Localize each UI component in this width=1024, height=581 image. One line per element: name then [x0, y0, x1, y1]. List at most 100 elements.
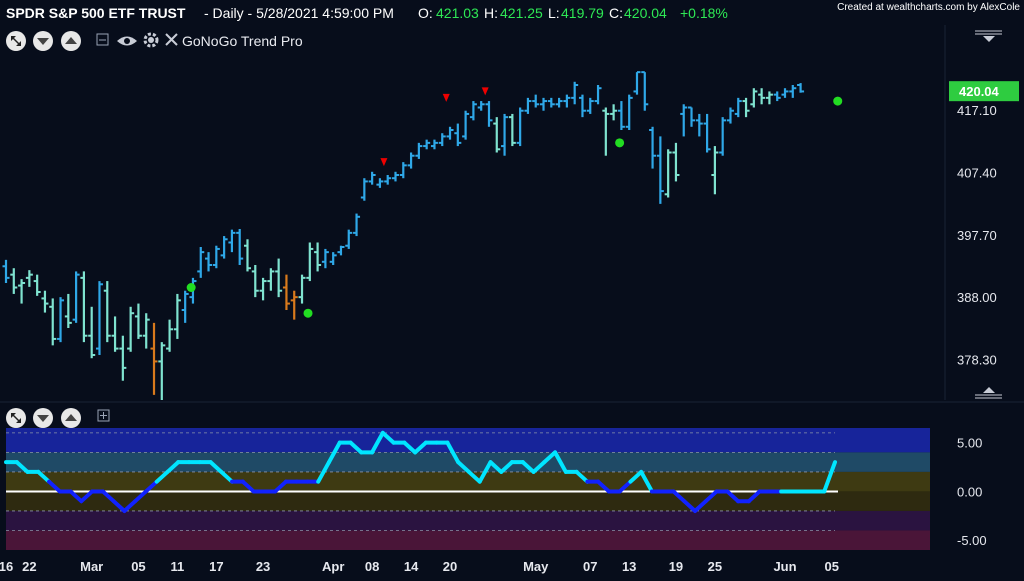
price-bar[interactable]	[259, 277, 267, 301]
price-bar[interactable]	[540, 97, 548, 111]
price-bar[interactable]	[243, 239, 251, 272]
price-bar[interactable]	[734, 97, 742, 118]
price-bar[interactable]	[166, 319, 174, 352]
price-bar[interactable]	[127, 306, 135, 352]
price-bar[interactable]	[438, 133, 446, 147]
close-icon[interactable]	[165, 33, 178, 46]
price-bar[interactable]	[430, 139, 438, 150]
oscillator-chevron-down-icon[interactable]	[33, 408, 53, 428]
price-bar[interactable]	[758, 88, 766, 105]
gear-icon[interactable]	[143, 32, 159, 48]
price-bar[interactable]	[578, 94, 586, 118]
price-bar[interactable]	[298, 274, 306, 304]
price-bar[interactable]	[72, 271, 80, 323]
price-bar[interactable]	[80, 271, 88, 343]
price-bar[interactable]	[765, 91, 773, 105]
price-bar[interactable]	[423, 139, 431, 150]
price-bar[interactable]	[594, 85, 602, 105]
price-bar[interactable]	[664, 149, 672, 198]
price-bar[interactable]	[64, 293, 72, 328]
price-bar[interactable]	[220, 236, 228, 259]
oscillator-chart[interactable]	[4, 428, 930, 550]
price-bar[interactable]	[563, 94, 571, 108]
price-bar[interactable]	[150, 322, 158, 395]
price-bar[interactable]	[781, 88, 789, 98]
price-bar[interactable]	[493, 117, 501, 153]
price-bar[interactable]	[236, 229, 244, 265]
price-bar[interactable]	[602, 107, 610, 156]
price-bar[interactable]	[337, 245, 345, 256]
oscillator-add-icon[interactable]	[97, 409, 110, 422]
price-bar[interactable]	[726, 107, 734, 124]
price-bar[interactable]	[797, 83, 805, 93]
oscillator-chevron-up-icon[interactable]	[61, 408, 81, 428]
price-bar[interactable]	[742, 97, 750, 118]
price-bar[interactable]	[617, 101, 625, 130]
price-bar[interactable]	[18, 279, 26, 304]
price-bar[interactable]	[10, 268, 18, 294]
price-bar[interactable]	[571, 81, 579, 105]
price-bar[interactable]	[555, 97, 563, 108]
price-bar[interactable]	[547, 97, 555, 108]
price-bar[interactable]	[251, 265, 259, 298]
price-bar[interactable]	[306, 242, 314, 282]
price-bar[interactable]	[360, 178, 368, 201]
price-bar[interactable]	[228, 229, 236, 253]
price-bar[interactable]	[329, 252, 337, 265]
price-bar[interactable]	[703, 113, 711, 153]
price-bar[interactable]	[462, 110, 470, 140]
price-bar[interactable]	[485, 101, 493, 127]
price-bar[interactable]	[688, 106, 696, 127]
price-bar[interactable]	[610, 104, 618, 121]
price-bar[interactable]	[789, 85, 797, 98]
price-bar[interactable]	[750, 88, 758, 108]
price-bar[interactable]	[49, 298, 57, 346]
eye-icon[interactable]	[117, 36, 137, 46]
price-bar[interactable]	[625, 94, 633, 130]
price-bar[interactable]	[633, 71, 641, 95]
oscillator-scale-handle-icon[interactable]	[975, 387, 1002, 399]
price-bar[interactable]	[57, 297, 65, 343]
price-bar[interactable]	[477, 101, 485, 111]
price-bar[interactable]	[282, 274, 290, 310]
price-bar[interactable]	[516, 107, 524, 147]
price-bar[interactable]	[586, 97, 594, 114]
price-bar[interactable]	[695, 113, 703, 137]
price-bar[interactable]	[501, 113, 509, 156]
price-bar[interactable]	[376, 178, 384, 188]
price-bar[interactable]	[181, 290, 189, 323]
price-bar[interactable]	[173, 293, 181, 339]
oscillator-expand-icon[interactable]	[6, 408, 26, 428]
price-bar[interactable]	[95, 281, 103, 355]
price-bar[interactable]	[33, 274, 41, 296]
price-bar[interactable]	[656, 136, 664, 204]
price-bar[interactable]	[88, 306, 96, 359]
price-bar[interactable]	[392, 171, 399, 182]
price-bar[interactable]	[680, 104, 688, 137]
price-scale-handle-icon[interactable]	[975, 30, 1002, 42]
chevron-down-icon[interactable]	[33, 31, 53, 51]
price-bar[interactable]	[345, 229, 353, 249]
price-bar[interactable]	[415, 142, 423, 159]
price-chart[interactable]	[2, 71, 843, 400]
price-bar[interactable]	[142, 313, 150, 349]
price-bar[interactable]	[111, 316, 119, 352]
price-bar[interactable]	[134, 303, 142, 339]
price-bar[interactable]	[197, 247, 205, 278]
expand-icon[interactable]	[6, 31, 26, 51]
price-bar[interactable]	[119, 335, 127, 381]
price-bar[interactable]	[649, 126, 657, 169]
price-bar[interactable]	[532, 94, 540, 108]
price-bar[interactable]	[407, 152, 415, 169]
price-bar[interactable]	[103, 281, 111, 343]
price-bar[interactable]	[524, 97, 532, 114]
price-bar[interactable]	[290, 290, 298, 320]
price-bar[interactable]	[2, 259, 10, 283]
price-bar[interactable]	[469, 101, 477, 121]
price-bar[interactable]	[41, 290, 49, 313]
price-bar[interactable]	[454, 123, 462, 147]
price-bar[interactable]	[212, 245, 220, 269]
price-bar[interactable]	[275, 258, 283, 298]
price-bar[interactable]	[267, 268, 275, 291]
price-bar[interactable]	[641, 71, 649, 111]
